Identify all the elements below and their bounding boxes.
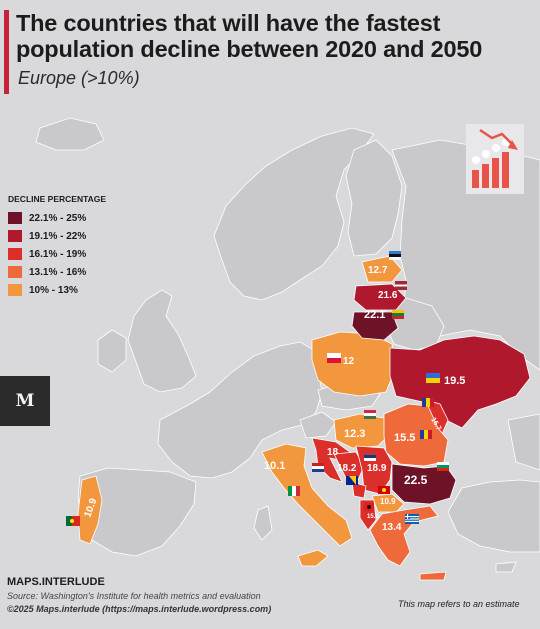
legend-label: 22.1% - 25% <box>29 212 87 224</box>
population-decline-icon <box>466 124 524 194</box>
bulgaria-flag <box>437 462 449 471</box>
iceland-shape <box>35 117 105 151</box>
value-lithuania: 22.1 <box>364 309 385 321</box>
serbia-flag <box>364 452 376 461</box>
turkey-shape <box>447 479 540 553</box>
legend-label: 16.1% - 19% <box>29 248 87 260</box>
europe-map: 12.7 21.6 22.1 12 19.5 16.7 12.3 15.5 18… <box>35 117 540 581</box>
title-line-2: population decline between 2020 and 2050 <box>16 36 483 62</box>
legend-title: DECLINE PERCENTAGE <box>8 194 107 204</box>
greece-shape <box>369 505 439 567</box>
legend-item: 16.1% - 19% <box>8 245 106 263</box>
map-base-land <box>35 117 540 573</box>
map-colored-countries <box>77 255 531 581</box>
brand-name: MAPS.INTERLUDE <box>7 576 105 588</box>
value-albania: 15.8 <box>367 514 379 520</box>
value-italy: 10.1 <box>264 460 285 472</box>
western-europe-shape <box>157 341 323 479</box>
logo-glyph: M <box>15 391 35 411</box>
ukraine-shape <box>389 335 531 429</box>
hungary-flag <box>364 410 376 419</box>
value-romania: 15.5 <box>394 432 415 444</box>
bulgaria-shape <box>391 463 457 505</box>
legend-swatch <box>8 212 22 224</box>
romania-flag <box>420 430 432 439</box>
value-bulgaria: 22.5 <box>404 473 428 487</box>
legend-swatch <box>8 284 22 296</box>
legend: DECLINE PERCENTAGE 22.1% - 25% 19.1% - 2… <box>8 194 106 299</box>
bosnia-shape <box>333 451 365 481</box>
macedonia-flag <box>378 486 390 494</box>
title-accent-bar <box>4 10 9 94</box>
value-croatia: 18 <box>327 447 339 458</box>
cyprus-shape <box>495 561 517 573</box>
value-hungary: 12.3 <box>344 428 365 440</box>
copyright-text: ©2025 Maps.interlude (https://maps.inter… <box>7 604 272 614</box>
legend-item: 22.1% - 25% <box>8 209 106 227</box>
value-macedonia: 10.9 <box>380 497 396 506</box>
value-greece: 13.4 <box>382 522 402 533</box>
source-text: Source: Washington's Institute for healt… <box>7 591 261 601</box>
legend-swatch <box>8 266 22 278</box>
crete-shape <box>419 571 447 581</box>
croatia-flag <box>312 463 324 472</box>
value-latvia: 21.6 <box>378 290 398 301</box>
scandinavia-shape <box>213 127 375 301</box>
legend-label: 10% - 13% <box>29 284 78 296</box>
value-bosnia: 18.2 <box>337 463 357 474</box>
legend-swatch <box>8 248 22 260</box>
alps-filler-shape <box>299 411 337 439</box>
ukraine-flag <box>426 373 440 383</box>
subtitle: Europe (>10%) <box>18 68 140 88</box>
moldova-flag <box>422 398 434 407</box>
portugal-flag <box>66 516 80 526</box>
ireland-shape <box>97 329 127 373</box>
title-line-1: The countries that will have the fastest <box>16 10 441 36</box>
croatia-shape <box>311 437 351 483</box>
estonia-shape <box>361 255 403 283</box>
estimate-note: This map refers to an estimate <box>398 599 520 609</box>
value-ukraine: 19.5 <box>444 375 465 387</box>
sardinia-shape <box>253 505 273 541</box>
legend-swatch <box>8 230 22 242</box>
latvia-flag <box>395 281 407 290</box>
great-britain-shape <box>127 289 197 393</box>
value-poland: 12 <box>343 356 355 367</box>
legend-item: 19.1% - 22% <box>8 227 106 245</box>
flags <box>66 251 449 526</box>
page-title: The countries that will have the fastest… <box>16 10 482 62</box>
legend-item: 13.1% - 16% <box>8 263 106 281</box>
legend-item: 10% - 13% <box>8 281 106 299</box>
greece-flag <box>405 514 419 524</box>
finland-shape <box>345 139 403 257</box>
albania-flag <box>364 503 374 511</box>
caucasus-shape <box>507 413 540 471</box>
logo: M <box>0 376 50 426</box>
estonia-flag <box>389 251 401 260</box>
poland-flag <box>327 353 341 363</box>
bosnia-flag <box>346 476 358 485</box>
value-estonia: 12.7 <box>368 265 388 276</box>
italy-flag <box>288 486 300 496</box>
header: The countries that will have the fastest… <box>0 0 540 108</box>
value-serbia: 18.9 <box>367 463 387 474</box>
legend-label: 13.1% - 16% <box>29 266 87 278</box>
lithuania-flag <box>392 310 404 319</box>
legend-label: 19.1% - 22% <box>29 230 87 242</box>
macedonia-shape <box>371 493 405 513</box>
sicily-shape <box>297 549 329 567</box>
montenegro-shape <box>351 481 367 499</box>
value-labels: 12.7 21.6 22.1 12 19.5 16.7 12.3 15.5 18… <box>82 265 465 533</box>
